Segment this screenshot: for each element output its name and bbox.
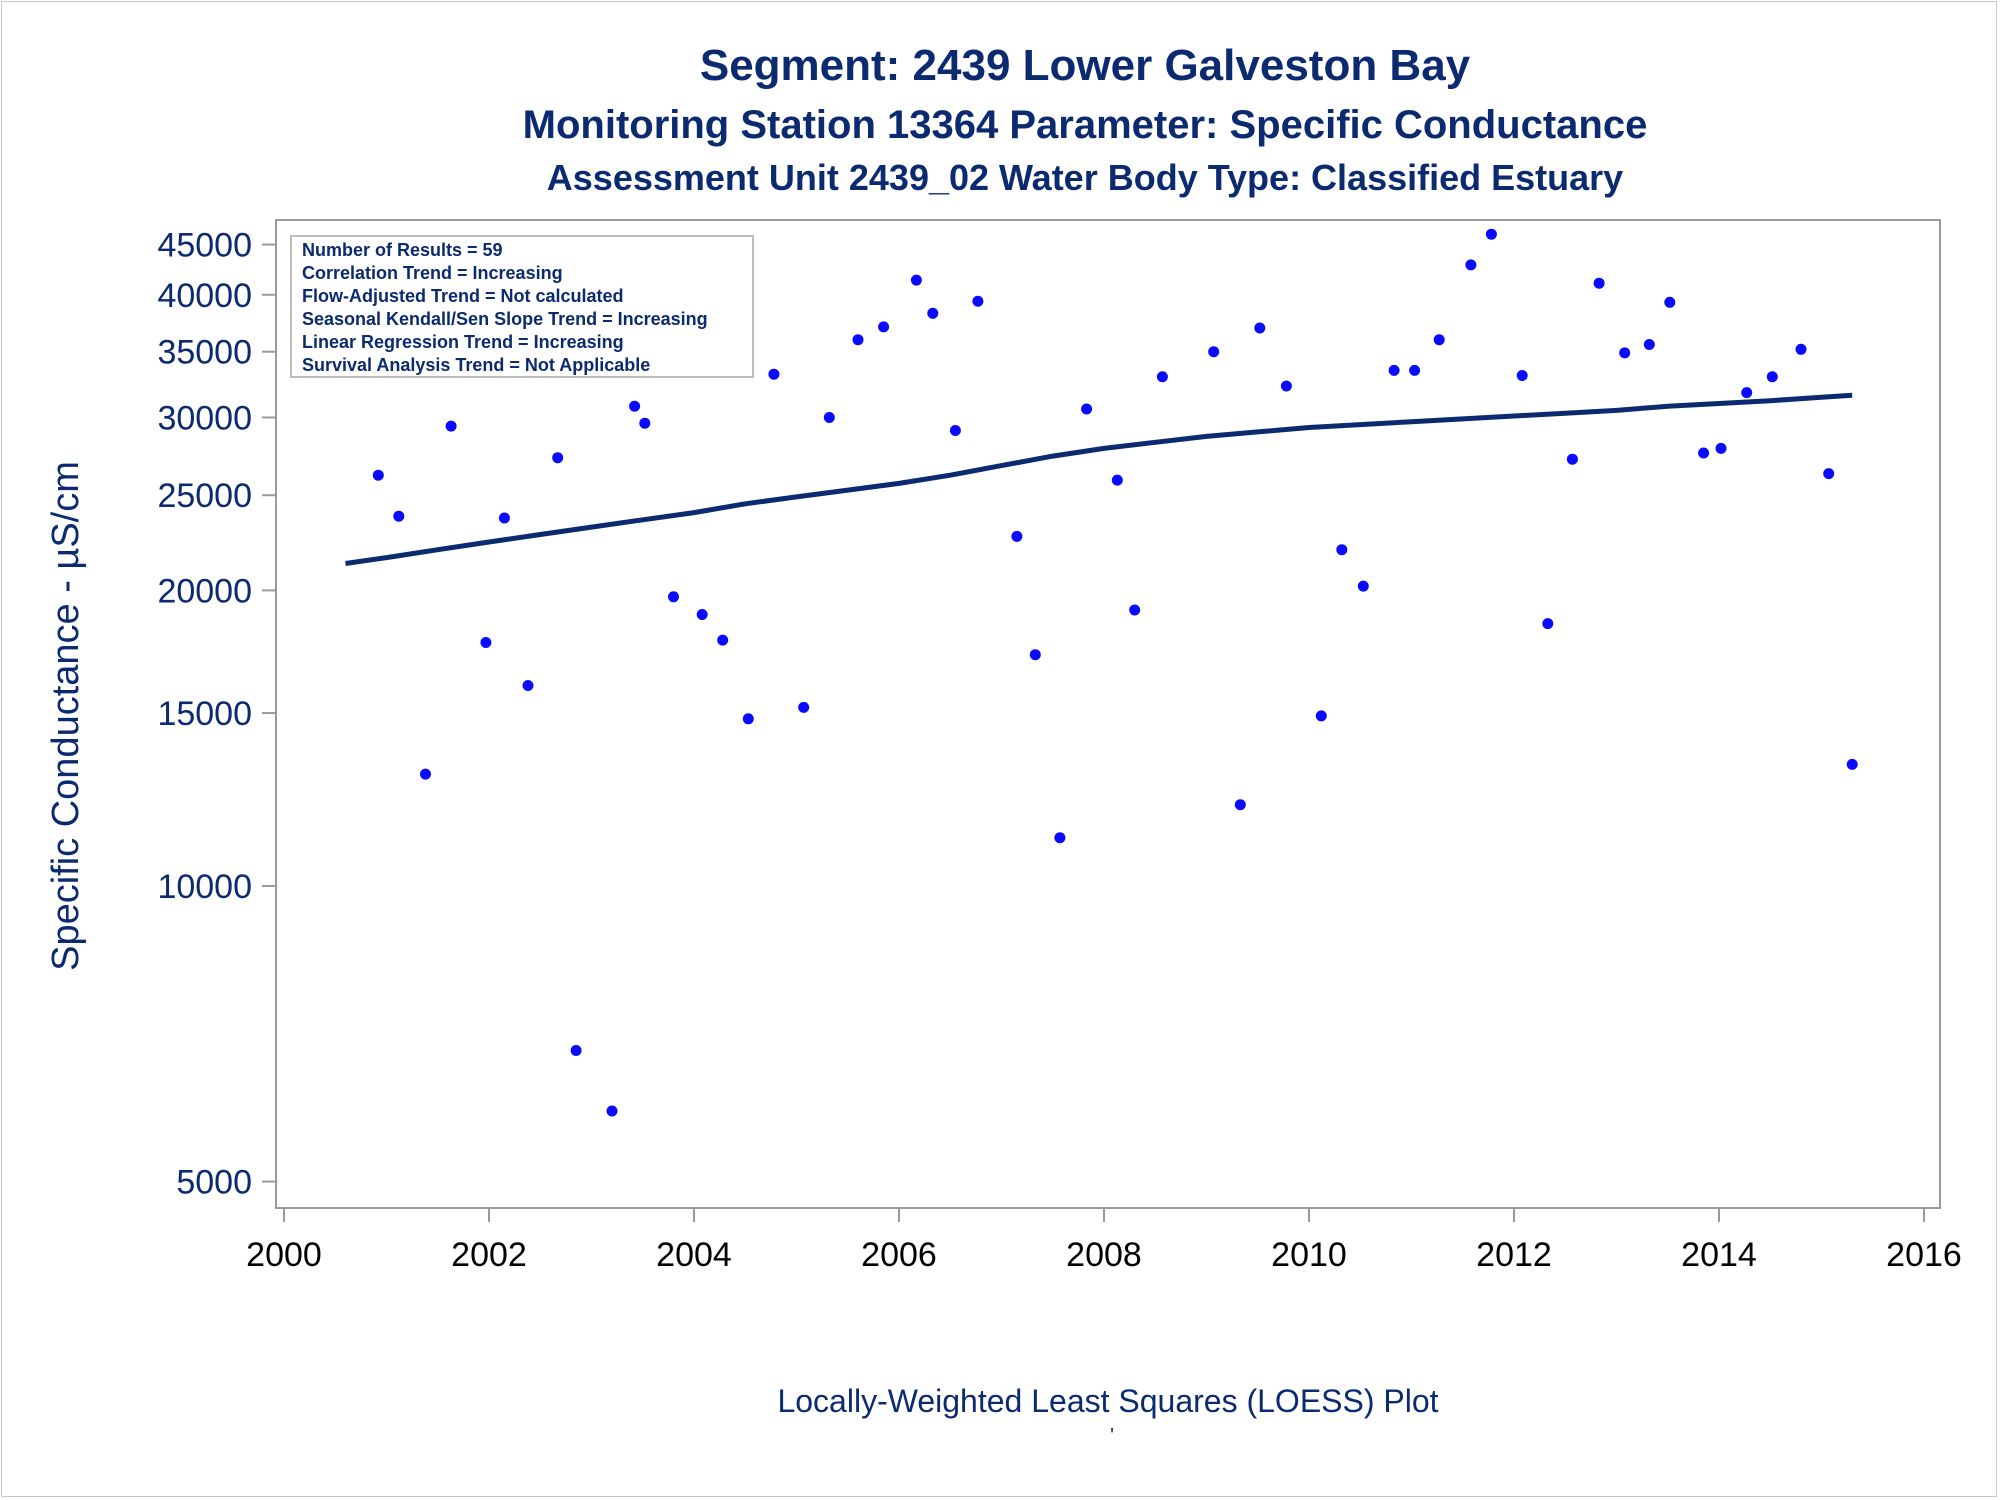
data-point bbox=[1465, 259, 1477, 271]
data-point bbox=[1111, 474, 1123, 486]
data-point bbox=[878, 321, 890, 333]
x-tick-label: 2012 bbox=[1476, 1236, 1552, 1274]
data-point bbox=[696, 609, 708, 620]
data-point bbox=[1433, 334, 1445, 346]
data-point bbox=[1664, 296, 1676, 308]
data-point bbox=[372, 469, 384, 481]
info-line-survival-analysis: Survival Analysis Trend = Not Applicable bbox=[302, 355, 650, 375]
data-point bbox=[552, 452, 564, 464]
chart-subtitle-2: Assessment Unit 2439_02 Water Body Type:… bbox=[547, 157, 1623, 198]
data-point bbox=[1336, 544, 1348, 556]
data-point bbox=[1280, 380, 1292, 392]
info-line-seasonal-kendall: Seasonal Kendall/Sen Slope Trend = Incre… bbox=[302, 309, 708, 329]
data-point bbox=[798, 701, 810, 713]
data-point bbox=[1715, 442, 1727, 454]
data-point bbox=[1081, 403, 1093, 415]
data-point bbox=[1643, 339, 1655, 350]
data-point bbox=[742, 713, 754, 725]
x-tick-label: 2006 bbox=[861, 1236, 937, 1274]
data-point bbox=[668, 591, 679, 603]
x-tick-label: 2002 bbox=[451, 1236, 527, 1274]
x-tick-label: 2000 bbox=[246, 1236, 322, 1274]
data-point bbox=[480, 637, 492, 648]
y-tick-label: 35000 bbox=[157, 334, 252, 372]
data-point bbox=[1129, 604, 1141, 616]
data-point bbox=[972, 295, 984, 307]
info-box-border bbox=[290, 235, 754, 378]
data-point bbox=[1566, 453, 1578, 465]
info-line-linear-regression: Linear Regression Trend = Increasing bbox=[302, 332, 624, 352]
y-tick-label: 30000 bbox=[157, 399, 252, 437]
y-tick-label: 20000 bbox=[157, 572, 252, 610]
data-point bbox=[393, 510, 405, 522]
points-layer bbox=[342, 228, 1858, 1117]
data-point bbox=[1766, 371, 1778, 383]
info-line-results: Number of Results = 59 bbox=[302, 240, 503, 260]
data-point bbox=[570, 1045, 582, 1056]
data-point bbox=[1485, 228, 1497, 240]
data-point bbox=[1388, 364, 1400, 376]
y-tick-label: 10000 bbox=[157, 868, 252, 906]
chart-title: Segment: 2439 Lower Galveston Bay bbox=[700, 41, 1471, 90]
data-point bbox=[1741, 387, 1753, 399]
x-tick-label: 2016 bbox=[1886, 1236, 1962, 1274]
data-point bbox=[852, 334, 864, 346]
data-point bbox=[1029, 649, 1041, 661]
data-point bbox=[1593, 277, 1605, 289]
data-point bbox=[445, 420, 457, 432]
data-point bbox=[1823, 468, 1835, 480]
footnote-mark: ' bbox=[1110, 1425, 1114, 1447]
x-tick-label: 2014 bbox=[1681, 1236, 1757, 1274]
data-point bbox=[717, 634, 729, 646]
data-point bbox=[629, 400, 641, 412]
data-point bbox=[1315, 710, 1327, 722]
data-point bbox=[1795, 343, 1807, 355]
info-line-flow-adjusted: Flow-Adjusted Trend = Not calculated bbox=[302, 286, 624, 306]
x-tick-label: 2004 bbox=[656, 1236, 732, 1274]
data-point bbox=[949, 425, 961, 436]
data-point bbox=[1516, 370, 1528, 381]
y-tick-label: 5000 bbox=[176, 1164, 252, 1202]
data-point bbox=[927, 307, 939, 319]
info-box: Number of Results = 59 Correlation Trend… bbox=[290, 235, 754, 378]
y-axis: 5000 10000 15000 20000 25000 30000 35000 40000 4… bbox=[157, 227, 276, 1202]
data-point bbox=[606, 1105, 618, 1117]
data-point bbox=[1011, 530, 1023, 542]
data-point bbox=[1619, 347, 1631, 359]
data-point bbox=[498, 512, 510, 524]
x-axis-label: Locally-Weighted Least Squares (LOESS) P… bbox=[777, 1383, 1438, 1419]
data-point bbox=[910, 274, 922, 286]
data-point bbox=[1234, 799, 1246, 811]
y-tick-label: 40000 bbox=[157, 277, 252, 315]
x-tick-label: 2010 bbox=[1271, 1236, 1347, 1274]
x-tick-label: 2008 bbox=[1066, 1236, 1142, 1274]
data-point bbox=[1357, 580, 1369, 592]
data-point bbox=[768, 368, 780, 380]
data-point bbox=[1208, 346, 1220, 358]
y-tick-label: 15000 bbox=[157, 695, 252, 733]
data-point bbox=[1846, 758, 1858, 770]
y-axis-label: Specific Conductance - µS/cm bbox=[45, 461, 87, 971]
loess-line bbox=[345, 392, 1853, 566]
data-point bbox=[1698, 447, 1710, 459]
data-point bbox=[1156, 371, 1168, 383]
chart-subtitle: Monitoring Station 13364 Parameter: Spec… bbox=[523, 103, 1648, 147]
x-axis: 2000 2002 2004 2006 2008 2010 2012 2014 2016 bbox=[246, 1208, 1962, 1274]
data-point bbox=[1409, 364, 1421, 376]
data-point bbox=[639, 417, 651, 429]
info-line-correlation: Correlation Trend = Increasing bbox=[302, 263, 563, 283]
data-point bbox=[823, 412, 835, 423]
y-tick-label: 45000 bbox=[157, 227, 252, 265]
loess-layer bbox=[345, 392, 1853, 566]
data-point bbox=[420, 768, 431, 780]
y-tick-label: 25000 bbox=[157, 477, 252, 515]
data-point bbox=[1254, 322, 1266, 334]
data-point bbox=[1054, 832, 1066, 844]
data-point bbox=[1542, 618, 1554, 630]
data-point bbox=[522, 680, 534, 691]
